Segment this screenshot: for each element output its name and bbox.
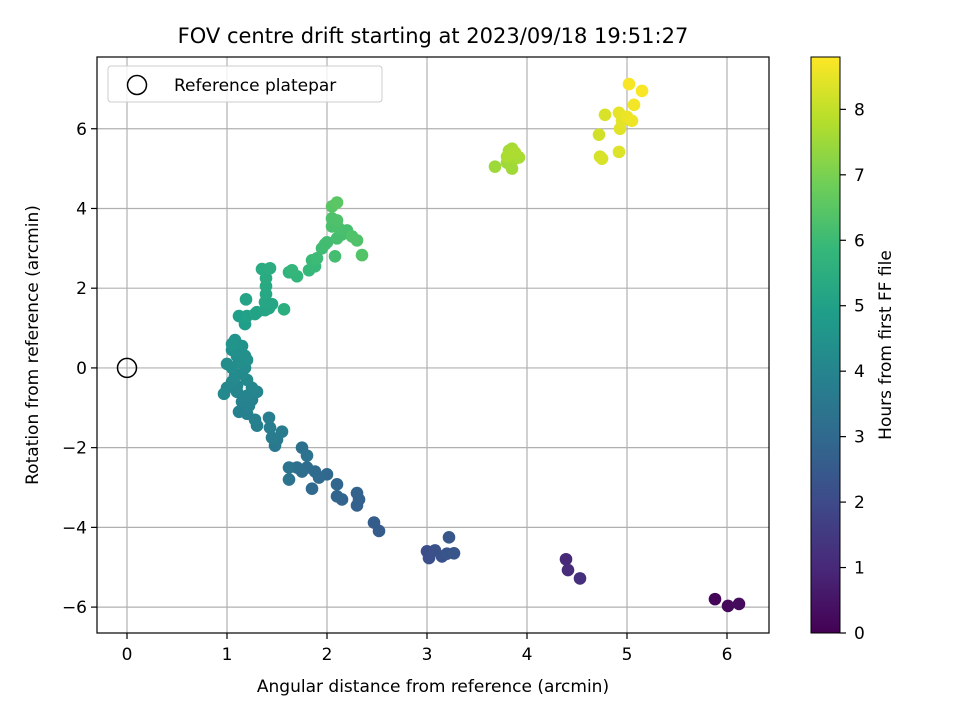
x-tick-label: 4 [522,645,533,665]
scatter-points [217,77,746,613]
y-axis-label: Rotation from reference (arcmin) [23,205,43,485]
data-point [328,250,342,263]
data-point [635,84,649,98]
data-point [263,421,277,435]
legend: Reference platepar [107,65,383,103]
data-point [330,196,344,209]
colorbar-tick-label: 0 [854,624,865,644]
data-point [612,145,626,159]
y-tick-label: 4 [76,199,87,219]
y-tick-label: 0 [76,359,87,379]
data-point [488,160,502,173]
data-point [225,337,239,351]
data-point [238,349,252,363]
data-point [350,234,364,247]
data-point [217,387,231,401]
colorbar: 0 1 2 3 4 5 6 7 8 Hours from first FF file [810,56,896,644]
data-point [559,552,573,566]
legend-reference-marker [126,74,148,96]
y-tick-label: 2 [76,279,87,299]
data-point [508,146,522,159]
data-point [625,114,639,128]
x-axis-ticks: 0 1 2 3 4 5 6 [122,633,733,665]
data-point [320,236,334,249]
data-point [300,449,314,462]
y-tick-label: −6 [62,598,87,618]
reference-platepar-marker [116,357,138,379]
legend-box [107,65,383,103]
data-point [232,405,246,419]
data-point [732,597,746,611]
colorbar-tick-label: 2 [854,493,865,513]
data-point [505,162,519,175]
data-point [367,516,381,529]
colorbar-tick-label: 4 [854,362,865,382]
data-point [592,128,606,142]
x-tick-label: 2 [322,645,333,665]
data-point [350,486,364,500]
colorbar-gradient [811,57,840,633]
data-point [282,461,296,474]
colorbar-tick-label: 6 [854,231,865,251]
chart-title: FOV centre drift starting at 2023/09/18 … [178,24,689,48]
data-point [265,431,279,444]
x-tick-label: 6 [722,645,733,665]
data-point [262,411,276,425]
x-tick-label: 0 [122,645,133,665]
data-point [275,425,289,438]
x-axis-label: Angular distance from reference (arcmin) [257,677,609,697]
data-point [721,599,735,613]
x-tick-label: 1 [222,645,233,665]
colorbar-tick-label: 3 [854,428,865,448]
colorbar-frame [810,56,841,634]
data-point [442,531,456,544]
y-tick-label: −2 [62,439,87,459]
colorbar-tick-label: 7 [854,166,865,186]
legend-label: Reference platepar [174,76,336,96]
data-point [627,98,641,112]
data-point [447,546,461,560]
y-axis-ticks: −6 −4 −2 0 2 4 6 [62,120,97,618]
data-point [282,473,296,486]
data-point [305,482,319,496]
reference-marker-layer [116,357,138,379]
colorbar-ticks: 0 1 2 3 4 5 6 7 8 [840,100,865,644]
data-point [265,297,279,311]
y-tick-label: 6 [76,120,87,140]
data-point [285,263,299,277]
y-tick-label: −4 [62,518,87,538]
data-point [622,77,636,91]
data-point [330,214,344,227]
data-point [277,303,291,316]
data-point [598,108,612,122]
colorbar-tick-label: 1 [854,559,865,579]
data-point [330,489,344,503]
data-point [263,261,277,275]
data-point [310,252,324,265]
colorbar-tick-label: 8 [854,100,865,120]
x-tick-label: 3 [422,645,433,665]
data-point [708,592,722,606]
grid-lines [97,57,769,633]
colorbar-label: Hours from first FF file [876,250,896,440]
data-point [595,152,609,165]
data-point [561,563,575,577]
colorbar-tick-label: 5 [854,297,865,317]
plot-area-frame [96,56,770,634]
data-point [220,357,234,371]
x-tick-label: 5 [622,645,633,665]
data-point [239,293,253,306]
data-point [330,478,344,491]
data-point [355,248,369,262]
data-point [573,572,587,585]
